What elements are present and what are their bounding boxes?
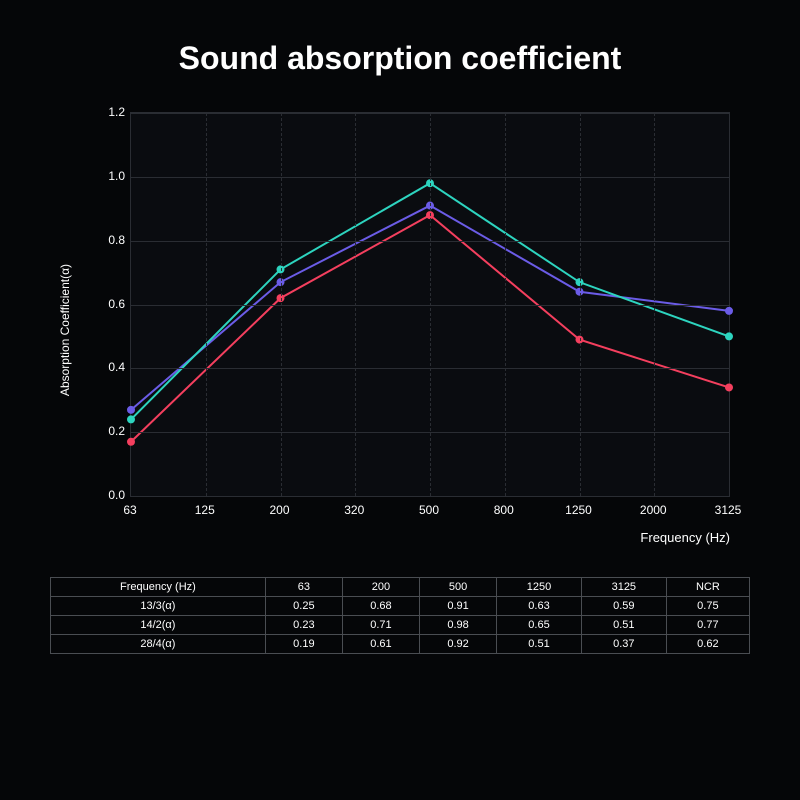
- table-cell: 0.62: [666, 635, 749, 654]
- plot-area: [130, 112, 730, 497]
- table-cell: 0.75: [666, 597, 749, 616]
- x-tick-label: 3125: [715, 503, 742, 517]
- series-marker: [725, 307, 733, 315]
- gridline-v: [505, 113, 506, 496]
- table-header-cell: Frequency (Hz): [51, 578, 266, 597]
- gridline-v: [430, 113, 431, 496]
- y-tick-label: 0.6: [50, 297, 125, 311]
- x-tick-label: 320: [344, 503, 364, 517]
- y-tick-label: 0.4: [50, 360, 125, 374]
- series-marker: [127, 406, 135, 414]
- table-cell: 0.98: [420, 616, 497, 635]
- gridline-v: [281, 113, 282, 496]
- gridline-v: [355, 113, 356, 496]
- table-cell: 0.51: [581, 616, 666, 635]
- table-row-label: 14/2(α): [51, 616, 266, 635]
- table-cell: 0.63: [497, 597, 582, 616]
- table-cell: 0.65: [497, 616, 582, 635]
- x-tick-label: 800: [494, 503, 514, 517]
- series-marker: [127, 415, 135, 423]
- table-cell: 0.92: [420, 635, 497, 654]
- table-cell: 0.37: [581, 635, 666, 654]
- table-header-cell: 3125: [581, 578, 666, 597]
- table-cell: 0.61: [342, 635, 419, 654]
- gridline-v: [580, 113, 581, 496]
- series-marker: [725, 332, 733, 340]
- y-tick-label: 1.0: [50, 169, 125, 183]
- x-tick-label: 1250: [565, 503, 592, 517]
- y-tick-label: 0.0: [50, 488, 125, 502]
- table-row-label: 13/3(α): [51, 597, 266, 616]
- table-cell: 0.25: [265, 597, 342, 616]
- chart-area: Absorption Coefficient(α) Frequency (Hz)…: [50, 102, 750, 557]
- table-cell: 0.51: [497, 635, 582, 654]
- chart-title: Sound absorption coefficient: [50, 40, 750, 77]
- table-header-row: Frequency (Hz)6320050012503125NCR: [51, 578, 750, 597]
- x-tick-label: 2000: [640, 503, 667, 517]
- table-cell: 0.59: [581, 597, 666, 616]
- x-tick-label: 200: [269, 503, 289, 517]
- series-marker: [725, 383, 733, 391]
- x-tick-label: 63: [123, 503, 136, 517]
- data-table: Frequency (Hz)6320050012503125NCR 13/3(α…: [50, 577, 750, 654]
- x-tick-label: 125: [195, 503, 215, 517]
- table-cell: 0.77: [666, 616, 749, 635]
- table-header-cell: 200: [342, 578, 419, 597]
- y-axis-label: Absorption Coefficient(α): [58, 263, 72, 395]
- table-cell: 0.68: [342, 597, 419, 616]
- table-row: 28/4(α)0.190.610.920.510.370.62: [51, 635, 750, 654]
- y-tick-label: 0.8: [50, 233, 125, 247]
- table-row-label: 28/4(α): [51, 635, 266, 654]
- y-tick-label: 0.2: [50, 424, 125, 438]
- gridline-v: [654, 113, 655, 496]
- table-row: 14/2(α)0.230.710.980.650.510.77: [51, 616, 750, 635]
- table-body: 13/3(α)0.250.680.910.630.590.7514/2(α)0.…: [51, 597, 750, 654]
- x-axis-label: Frequency (Hz): [640, 530, 730, 545]
- y-tick-label: 1.2: [50, 105, 125, 119]
- table-cell: 0.71: [342, 616, 419, 635]
- table-header-cell: 63: [265, 578, 342, 597]
- series-marker: [127, 438, 135, 446]
- table-header-cell: 1250: [497, 578, 582, 597]
- table-cell: 0.19: [265, 635, 342, 654]
- table-row: 13/3(α)0.250.680.910.630.590.75: [51, 597, 750, 616]
- table-header-cell: 500: [420, 578, 497, 597]
- gridline-v: [206, 113, 207, 496]
- table-cell: 0.23: [265, 616, 342, 635]
- table-cell: 0.91: [420, 597, 497, 616]
- x-tick-label: 500: [419, 503, 439, 517]
- table-header-cell: NCR: [666, 578, 749, 597]
